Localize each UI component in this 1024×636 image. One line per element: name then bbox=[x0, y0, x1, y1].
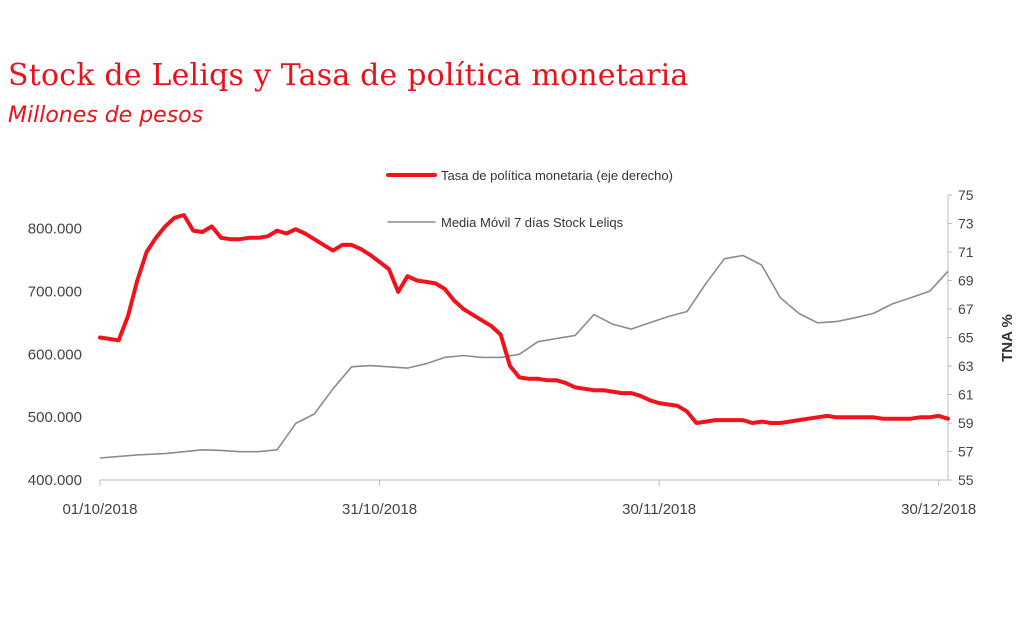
left-axis-tick-label: 700.000 bbox=[28, 283, 82, 300]
series-line-stock-leliqs bbox=[99, 254, 949, 459]
right-axis-tick-label: 61 bbox=[958, 387, 974, 403]
x-axis-ticks: 01/10/2018 31/10/2018 30/11/2018 30/12/2018 bbox=[62, 480, 976, 518]
right-axis-tick-label: 71 bbox=[958, 244, 974, 260]
right-axis-tick-label: 75 bbox=[958, 187, 974, 203]
legend-entry-policy-rate: Tasa de política monetaria (eje derecho) bbox=[386, 168, 673, 183]
series-layer bbox=[98, 213, 950, 459]
right-axis-tick-label: 57 bbox=[958, 444, 974, 460]
legend-label: Media Móvil 7 días Stock Leliqs bbox=[441, 215, 624, 230]
right-axis-tick-label: 63 bbox=[958, 358, 974, 374]
left-axis-tick-label: 600.000 bbox=[28, 346, 82, 363]
left-axis-tick-label: 400.000 bbox=[28, 472, 82, 489]
right-axis-title: TNA % bbox=[999, 314, 1016, 362]
left-axis-ticks: 400.000 500.000 600.000 700.000 800.000 bbox=[28, 221, 82, 490]
left-axis-tick-label: 800.000 bbox=[28, 221, 82, 238]
right-axis-tick-label: 73 bbox=[958, 216, 974, 232]
x-axis-tick-label: 01/10/2018 bbox=[62, 501, 137, 518]
legend: Tasa de política monetaria (eje derecho)… bbox=[386, 168, 673, 230]
right-axis-tick-label: 59 bbox=[958, 415, 974, 431]
right-axis-tick-label: 55 bbox=[958, 472, 974, 488]
right-axis-tick-label: 65 bbox=[958, 330, 974, 346]
left-axis-tick-label: 500.000 bbox=[28, 409, 82, 426]
legend-label: Tasa de política monetaria (eje derecho) bbox=[441, 168, 673, 183]
chart-subtitle: Millones de pesos bbox=[8, 103, 204, 128]
chart-title: Stock de Leliqs y Tasa de política monet… bbox=[8, 58, 689, 93]
right-axis-tick-label: 69 bbox=[958, 273, 974, 289]
series-line-policy-rate bbox=[98, 213, 950, 425]
x-axis-tick-label: 30/12/2018 bbox=[901, 501, 976, 518]
right-axis-tick-label: 67 bbox=[958, 301, 974, 317]
x-axis-tick-label: 30/11/2018 bbox=[622, 501, 696, 518]
x-axis-tick-label: 31/10/2018 bbox=[342, 501, 417, 518]
right-axis-ticks: 55 57 59 61 63 65 67 69 71 73 75 bbox=[948, 187, 974, 488]
legend-entry-stock-leliqs: Media Móvil 7 días Stock Leliqs bbox=[387, 215, 624, 230]
